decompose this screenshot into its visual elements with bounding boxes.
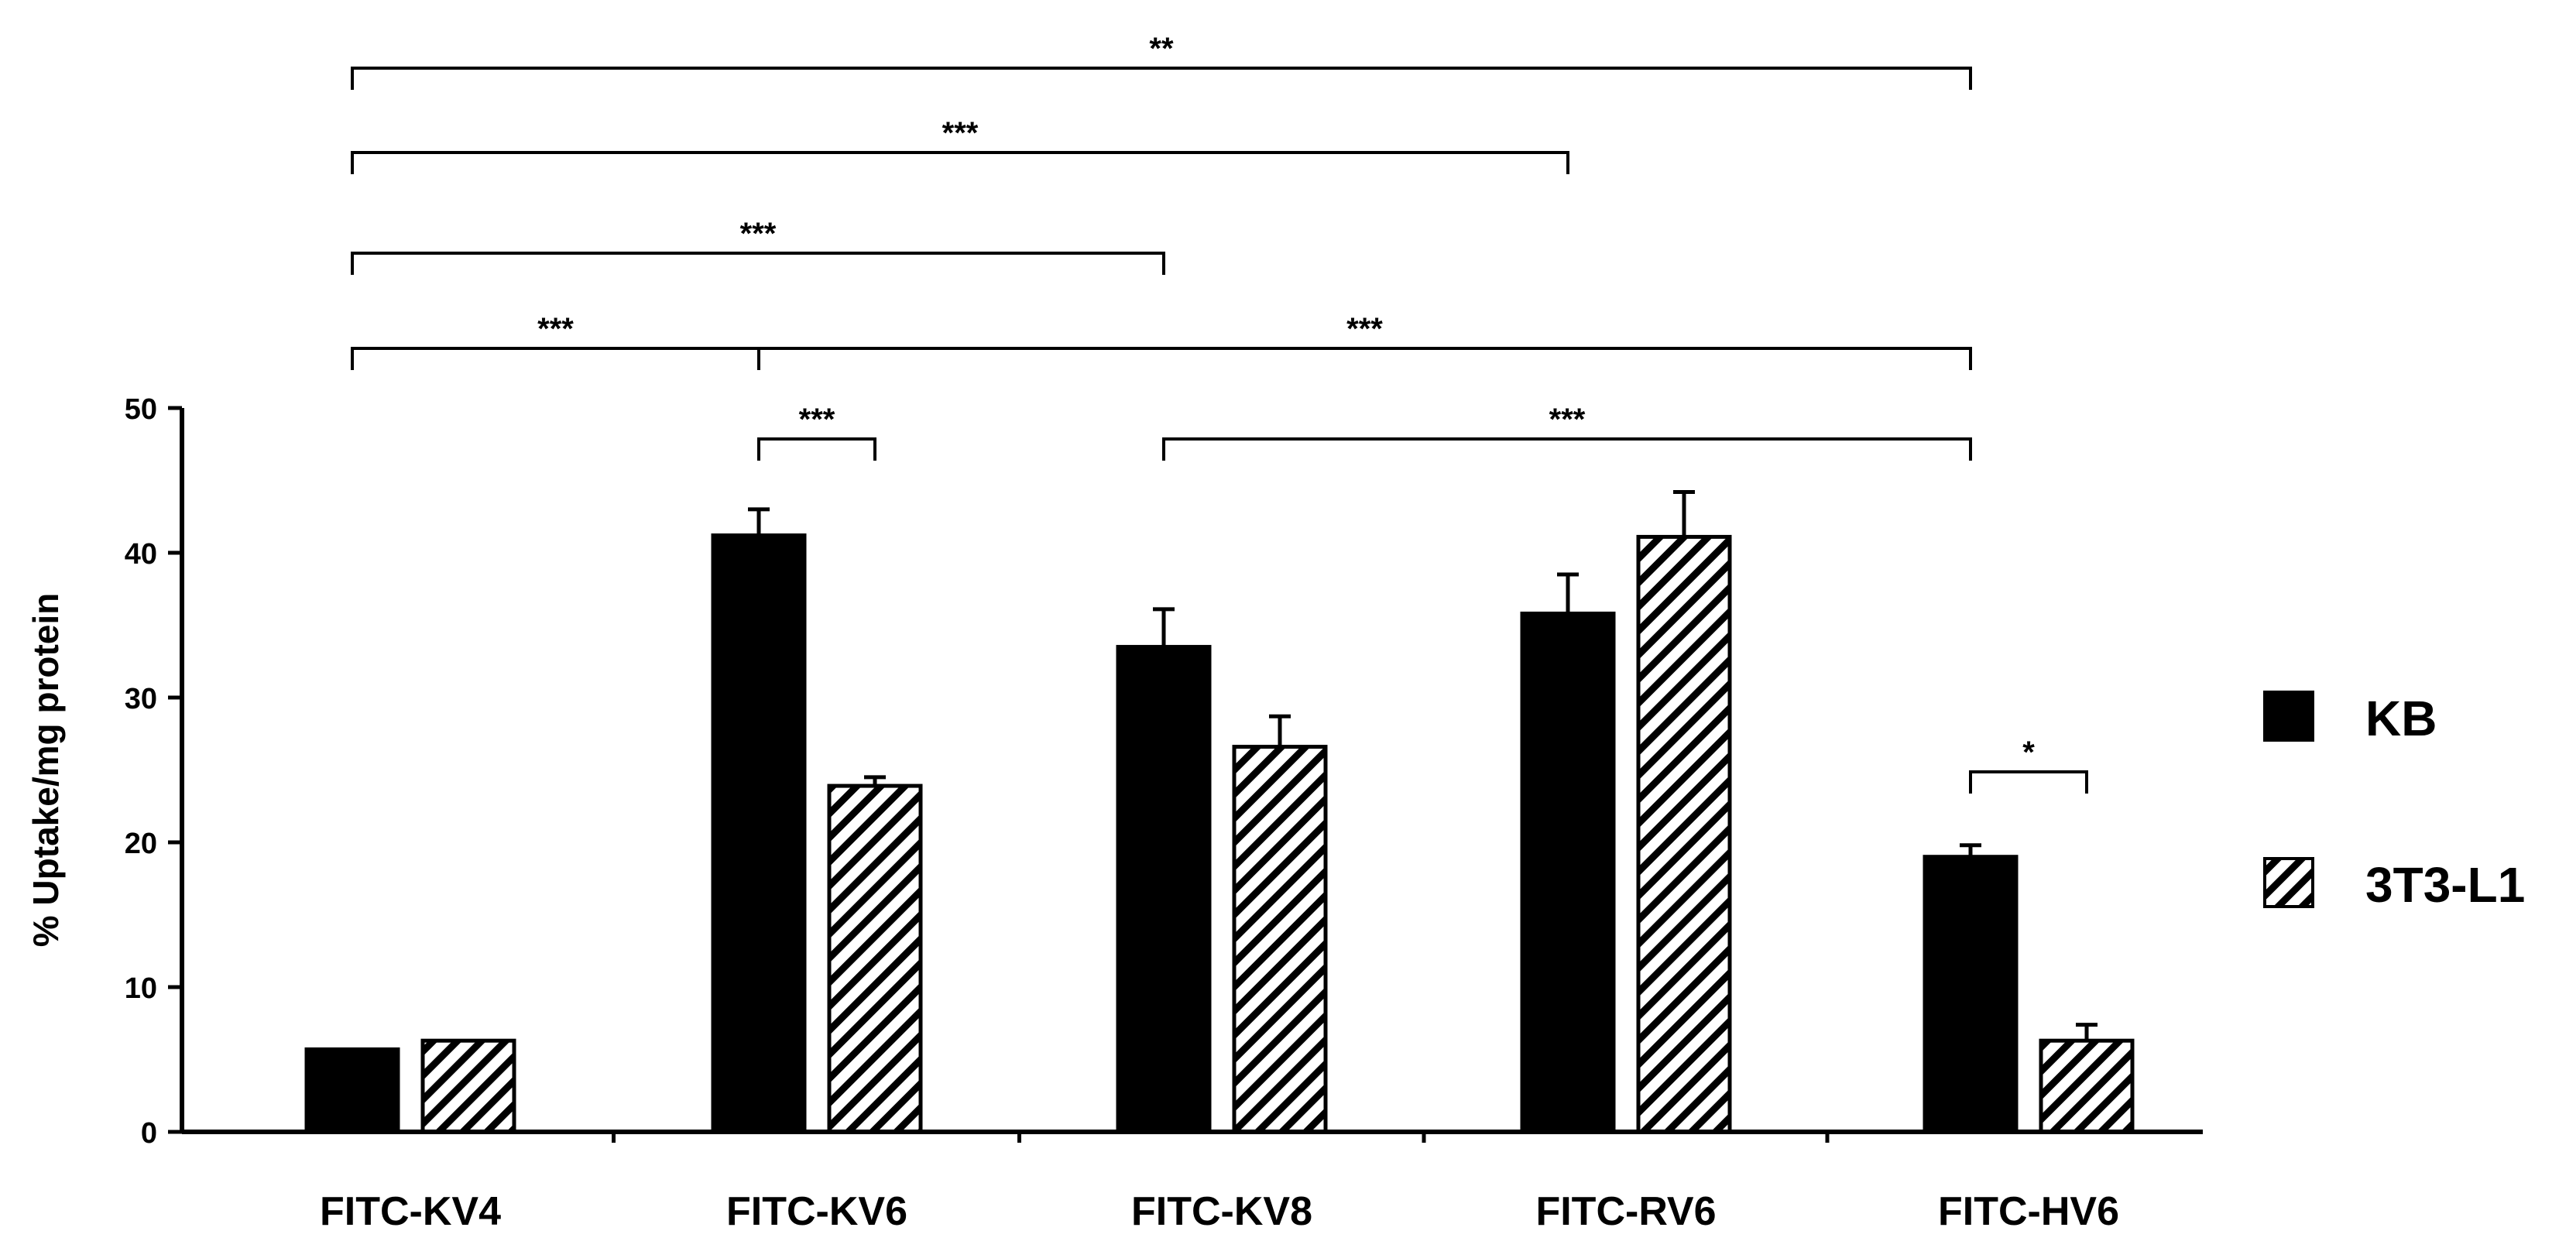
x-tick-label: FITC-KV4	[320, 1189, 501, 1234]
x-tick-label: FITC-HV6	[1938, 1189, 2119, 1234]
significance-label: **	[1149, 32, 1174, 66]
bar-kb-fitc-hv6	[1923, 855, 2019, 1134]
bar-kb-fitc-kv8	[1116, 645, 1212, 1134]
y-tick-label: 50	[125, 393, 157, 426]
y-tick-label: 0	[141, 1117, 157, 1150]
legend-swatch-kb	[2263, 691, 2314, 742]
y-axis-label: % Uptake/mg protein	[26, 593, 66, 948]
bar-3t3-l1-fitc-kv4	[420, 1038, 516, 1134]
y-tick-label: 10	[125, 972, 157, 1005]
significance-bracket	[351, 67, 1972, 90]
significance-label: ***	[537, 312, 574, 346]
significance-bracket	[757, 347, 1972, 370]
bar-3t3-l1-fitc-rv6	[1636, 534, 1732, 1134]
significance-label: ***	[740, 217, 777, 251]
bar-3t3-l1-fitc-kv8	[1232, 745, 1328, 1134]
significance-bracket	[351, 252, 1165, 275]
bar-kb-fitc-kv6	[711, 533, 807, 1134]
legend-swatch-3t3-l1	[2263, 857, 2314, 908]
significance-bracket	[1969, 770, 2088, 794]
significance-bracket	[1162, 437, 1972, 461]
legend-label: KB	[2365, 691, 2437, 746]
x-tick-label: FITC-KV6	[726, 1189, 907, 1234]
y-tick-label: 30	[125, 683, 157, 715]
significance-label: ***	[799, 403, 835, 437]
x-tick-label: FITC-KV8	[1131, 1189, 1312, 1234]
x-tick-label: FITC-RV6	[1535, 1189, 1716, 1234]
significance-label: ***	[1549, 403, 1586, 437]
significance-bracket	[757, 437, 876, 461]
significance-label: ***	[1346, 312, 1383, 346]
y-tick-label: 20	[125, 828, 157, 860]
bar-kb-fitc-kv4	[304, 1047, 400, 1134]
significance-bracket	[351, 347, 760, 370]
y-tick-label: 40	[125, 538, 157, 571]
significance-bracket	[351, 151, 1569, 174]
significance-label: *	[2022, 735, 2035, 770]
bar-3t3-l1-fitc-kv6	[827, 783, 923, 1134]
bar-3t3-l1-fitc-hv6	[2039, 1038, 2135, 1134]
legend-label: 3T3-L1	[2365, 857, 2525, 913]
bar-kb-fitc-rv6	[1520, 612, 1616, 1134]
significance-label: ***	[942, 116, 979, 150]
